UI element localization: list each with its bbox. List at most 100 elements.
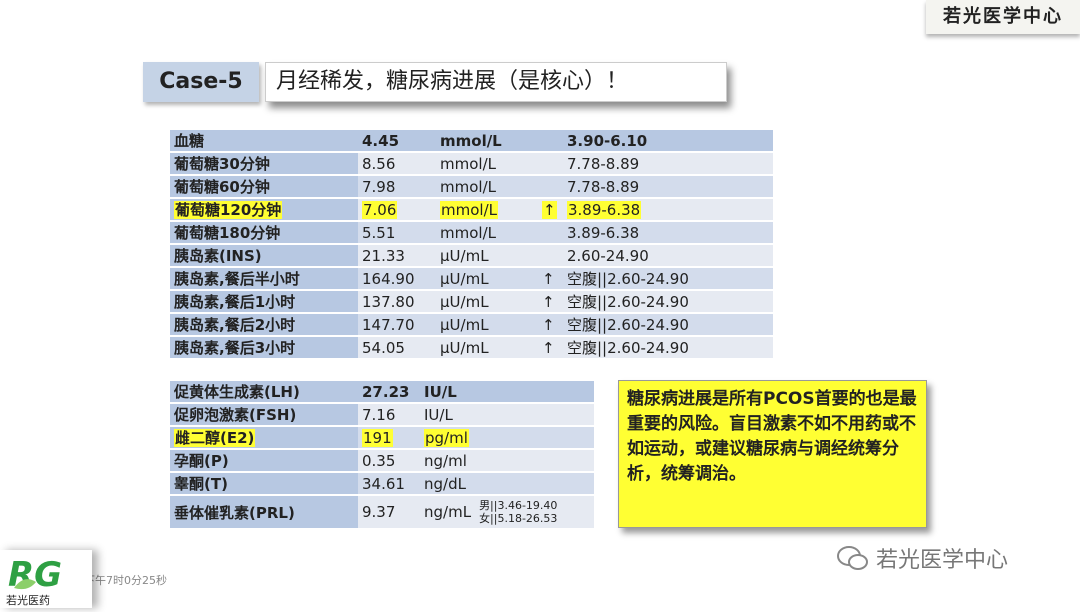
watermark: 若光医学中心 [836,542,1008,574]
test-value: 8.56 [358,153,436,174]
reference-range: 3.89-6.38 [563,199,773,220]
reference-range [475,473,594,494]
test-value-text: 5.51 [362,223,396,242]
table-row: 葡萄糖30分钟 8.56 mmol/L 7.78-8.89 [170,153,773,174]
hormone-table: 促黄体生成素(LH) 27.23 IU/L 促卵泡激素(FSH) 7.16 IU/L 雌二醇… [170,379,594,530]
test-value-text: 9.37 [362,503,396,521]
test-value: 27.23 [358,381,420,402]
brand-label: 若光医学中心 [926,0,1080,34]
note-box: 糖尿病进展是所有PCOS首要的也是最重要的风险。盲目激素不如不用药或不如运动，或… [618,380,927,528]
test-name: 胰岛素,餐后2小时 [170,314,358,335]
table-row: 睾酮(T) 34.61 ng/dL [170,473,594,494]
test-name: 葡萄糖60分钟 [170,176,358,197]
test-unit-text: IU/L [424,382,457,401]
test-name: 孕酮(P) [170,450,358,471]
reference-range-text: 空腹||2.60-24.90 [567,339,689,357]
test-unit-text: mmol/L [440,223,496,242]
test-unit: mmol/L [436,222,538,243]
reference-range: 男||3.46-19.40 女||5.18-26.53 [475,496,594,528]
logo-text: 若光医药 [6,593,50,607]
test-name-text: 胰岛素,餐后半小时 [174,270,300,288]
flag-text: ↑ [542,269,555,288]
test-value: 164.90 [358,268,436,289]
test-value-text: 147.70 [362,315,415,334]
reference-range-text: 7.78-8.89 [567,177,640,196]
reference-range-text: 3.90-6.10 [567,131,648,150]
test-unit-text: mmol/L [440,154,496,173]
test-value-text: 7.06 [362,200,398,219]
table-row: 胰岛素(INS) 21.33 µU/mL 2.60-24.90 [170,245,773,266]
reference-range-text: 7.78-8.89 [567,154,640,173]
test-unit: mmol/L [436,199,538,220]
test-unit-text: mmol/L [440,131,502,150]
reference-range-text: 空腹||2.60-24.90 [567,293,689,311]
rg-logo-icon: RG 若光医药 [6,555,62,607]
reference-range-text: 3.89-6.38 [567,223,640,242]
flag-text: ↑ [542,200,557,219]
test-value: 0.35 [358,450,420,471]
test-name: 雌二醇(E2) [170,427,358,448]
test-value-text: 4.45 [362,131,400,150]
reference-range: 7.78-8.89 [563,153,773,174]
test-name: 葡萄糖180分钟 [170,222,358,243]
table-row: 垂体催乳素(PRL) 9.37 ng/mL 男||3.46-19.40 女||5.18-… [170,496,594,528]
glucose-insulin-table: 血糖 4.45 mmol/L 3.90-6.10 葡萄糖30分钟 8.56 mmol/L 7.… [170,128,773,360]
test-unit: IU/L [420,404,476,425]
test-value: 7.16 [358,404,420,425]
test-name: 促黄体生成素(LH) [170,381,358,402]
reference-range-text: 男||3.46-19.40 [479,499,558,512]
test-value-text: 7.16 [362,405,396,424]
test-name: 睾酮(T) [170,473,358,494]
table-row: 葡萄糖180分钟 5.51 mmol/L 3.89-6.38 [170,222,773,243]
test-unit: µU/mL [436,268,538,289]
watermark-text: 若光医学中心 [876,548,1009,573]
reference-range [475,404,594,425]
table-row: 胰岛素,餐后3小时 54.05 µU/mL ↑ 空腹||2.60-24.90 [170,337,773,358]
reference-range: 空腹||2.60-24.90 [563,268,773,289]
table-row: 胰岛素,餐后半小时 164.90 µU/mL ↑ 空腹||2.60-24.90 [170,268,773,289]
table-row: 血糖 4.45 mmol/L 3.90-6.10 [170,130,773,151]
flag-text: ↑ [542,292,555,311]
test-unit-text: µU/mL [440,338,489,357]
flag [538,222,563,243]
wechat-icon [837,546,868,570]
test-name-text: 雌二醇(E2) [174,429,256,447]
test-unit: ng/dL [420,473,476,494]
reference-range [475,427,594,448]
test-name-text: 垂体催乳素(PRL) [174,503,295,522]
test-value: 7.98 [358,176,436,197]
test-value-text: 7.98 [362,177,396,196]
test-unit: µU/mL [436,291,538,312]
test-unit-text: ng/mL [424,503,472,521]
test-value-text: 0.35 [362,451,396,470]
test-name-text: 血糖 [174,132,205,150]
flag [538,130,563,151]
test-value-text: 191 [362,428,393,447]
test-unit: IU/L [420,381,476,402]
reference-range [475,381,594,402]
reference-range [475,450,594,471]
test-unit-text: ng/dL [424,474,466,493]
test-unit-text: µU/mL [440,269,489,288]
test-name-text: 胰岛素,餐后1小时 [174,293,296,311]
test-unit: mmol/L [436,153,538,174]
test-value-text: 27.23 [362,382,410,401]
test-value-text: 137.80 [362,292,415,311]
test-value: 4.45 [358,130,436,151]
test-unit-text: mmol/L [440,200,498,219]
test-unit-text: mmol/L [440,177,496,196]
table-row: 孕酮(P) 0.35 ng/ml [170,450,594,471]
test-unit-text: pg/ml [424,428,469,447]
reference-range: 2.60-24.90 [563,245,773,266]
test-name-text: 葡萄糖180分钟 [174,224,281,242]
test-unit: pg/ml [420,427,476,448]
table-row: 雌二醇(E2) 191 pg/ml [170,427,594,448]
test-unit: mmol/L [436,176,538,197]
flag: ↑ [538,291,563,312]
test-name-text: 胰岛素(INS) [174,247,262,265]
test-value-text: 54.05 [362,338,405,357]
test-unit: ng/mL [420,496,476,528]
test-name-text: 葡萄糖30分钟 [174,155,270,173]
reference-range-2: 女||5.18-26.53 [479,512,558,525]
test-unit-text: µU/mL [440,246,489,265]
